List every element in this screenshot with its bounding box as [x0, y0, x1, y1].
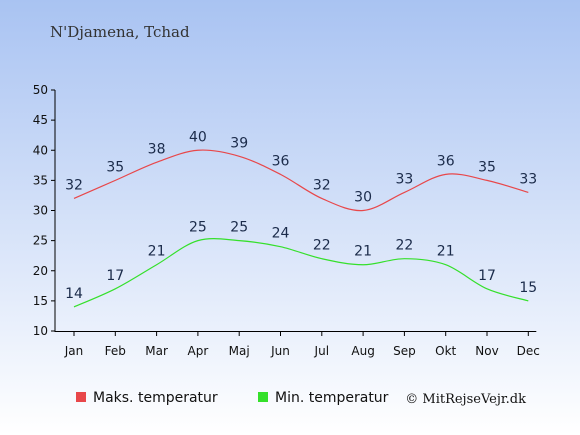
data-label-max: 33 — [395, 171, 413, 187]
data-label-min: 17 — [478, 268, 496, 284]
y-tick-label: 45 — [33, 113, 48, 127]
series-layer — [73, 149, 529, 308]
data-label-max: 39 — [230, 135, 248, 151]
x-tick-label: Mar — [145, 344, 168, 358]
x-tick-label: Dec — [517, 344, 540, 358]
data-label-max: 38 — [148, 141, 166, 157]
x-tick-label: Jun — [270, 344, 290, 358]
y-tick-label: 30 — [33, 204, 48, 218]
credit-text: © MitRejseVejr.dk — [405, 392, 526, 407]
data-label-min: 14 — [65, 286, 83, 302]
data-label-max: 36 — [437, 153, 455, 169]
data-label-max: 35 — [106, 159, 124, 175]
data-label-min: 21 — [148, 244, 166, 260]
y-tick-label: 40 — [33, 143, 48, 157]
data-label-max: 35 — [478, 159, 496, 175]
data-label-min: 21 — [437, 244, 455, 260]
data-label-max: 33 — [519, 171, 537, 187]
y-tick-label: 50 — [33, 83, 48, 97]
data-labels: 32 35 38 40 39 36 32 30 33 36 35 33 14 17 21 25 25 24 22 21… — [65, 129, 537, 302]
series-line-max — [73, 149, 529, 212]
data-label-min: 25 — [230, 220, 248, 236]
x-tick-label: Nov — [475, 344, 498, 358]
data-label-max: 32 — [65, 177, 83, 193]
data-label-min: 24 — [272, 226, 290, 242]
y-tick-label: 20 — [33, 264, 48, 278]
legend: Maks. temperatur Min. temperatur — [76, 390, 389, 406]
x-tick-label: Feb — [105, 344, 126, 358]
x-tick-label: Aug — [351, 344, 374, 358]
legend-swatch-max — [76, 392, 86, 402]
y-tick-label: 10 — [33, 324, 48, 338]
data-label-max: 40 — [189, 129, 207, 145]
data-label-max: 30 — [354, 190, 372, 206]
legend-label-max: Maks. temperatur — [93, 390, 218, 406]
y-tick-label: 15 — [33, 294, 48, 308]
legend-label-min: Min. temperatur — [275, 390, 389, 406]
x-tick-label: Jan — [64, 344, 84, 358]
chart-title: N'Djamena, Tchad — [50, 23, 190, 41]
x-tick-label: Okt — [435, 344, 456, 358]
x-tick-label: Apr — [188, 344, 209, 358]
data-label-min: 15 — [519, 280, 537, 296]
x-tick-label: Jul — [314, 344, 329, 358]
data-label-max: 32 — [313, 177, 331, 193]
axes: 10 15 20 25 30 35 40 45 50 Jan Feb Mar Apr Maj Jun Jul A… — [33, 83, 540, 358]
x-tick-label: Maj — [229, 344, 250, 358]
series-line-min — [73, 237, 529, 308]
data-label-min: 17 — [106, 268, 124, 284]
data-label-min: 25 — [189, 220, 207, 236]
y-tick-label: 35 — [33, 173, 48, 187]
y-tick-label: 25 — [33, 234, 48, 248]
data-label-max: 36 — [272, 153, 290, 169]
x-tick-label: Sep — [393, 344, 416, 358]
data-label-min: 22 — [313, 238, 331, 254]
data-label-min: 22 — [395, 238, 413, 254]
data-label-min: 21 — [354, 244, 372, 260]
legend-swatch-min — [258, 392, 268, 402]
